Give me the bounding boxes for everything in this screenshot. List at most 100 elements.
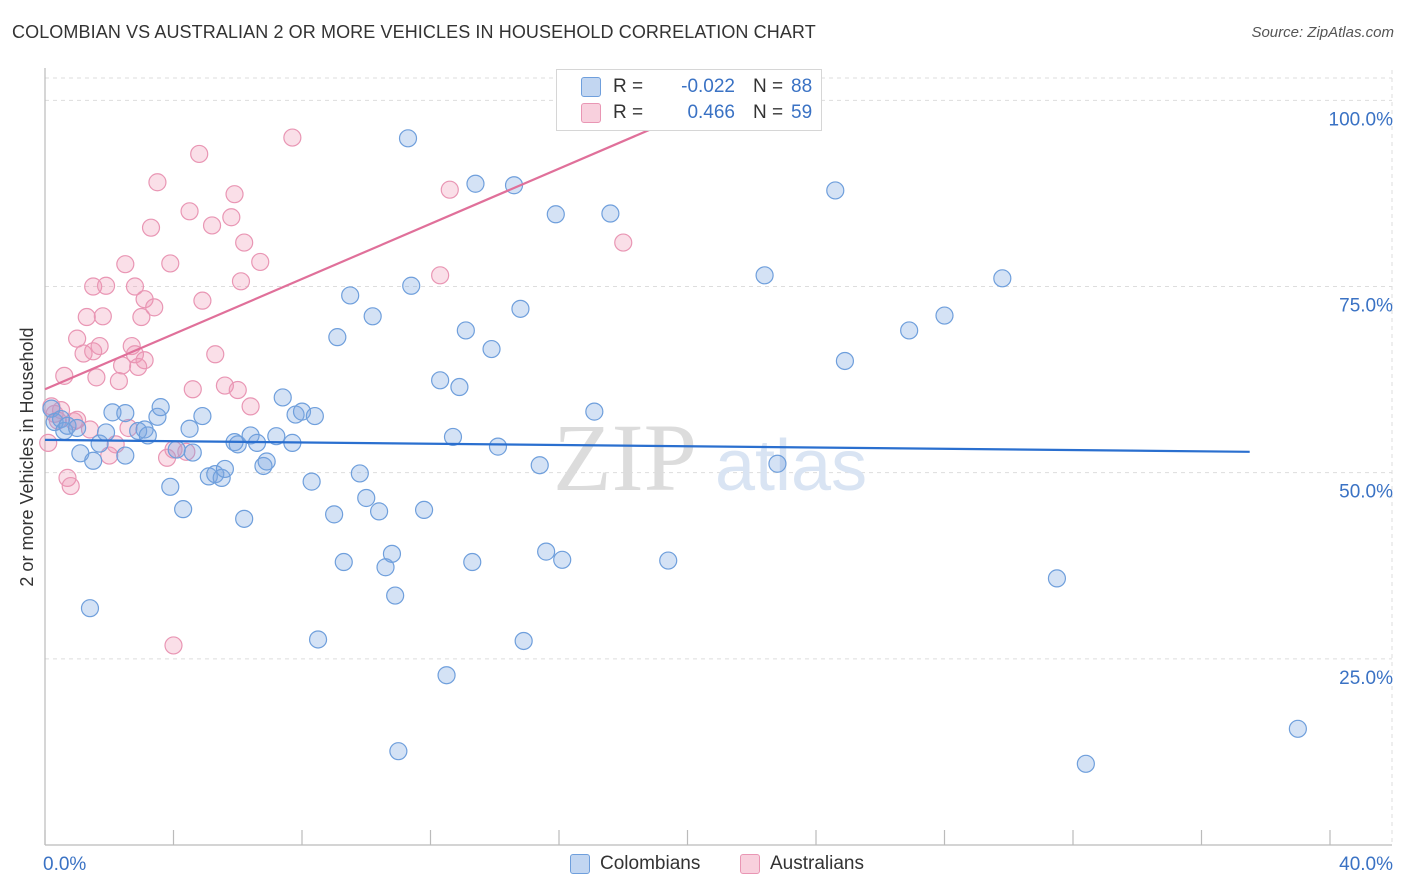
source-label: Source: ZipAtlas.com <box>1251 24 1394 41</box>
colombian-point <box>443 427 463 447</box>
australian-point <box>431 266 450 285</box>
australian-point <box>183 380 202 399</box>
australian-point <box>39 433 58 452</box>
legend-r-value-blue: -0.022 <box>681 76 735 97</box>
y-tick-label: 75.0% <box>1339 296 1393 317</box>
colombian-point <box>835 351 855 371</box>
australian-point <box>109 371 128 391</box>
australian-point <box>231 272 251 291</box>
colombian-point <box>116 403 135 423</box>
colombian-point <box>228 435 247 454</box>
bottom-legend-label-australians: Australians <box>770 853 864 874</box>
australian-point <box>87 368 106 387</box>
colombian-point <box>241 426 260 445</box>
australian-point <box>132 307 151 327</box>
australian-point <box>202 216 222 235</box>
colombian-point <box>257 452 276 471</box>
label-layer: 2 or more Vehicles in Household 0.0% 40.… <box>17 109 1393 875</box>
colombian-point <box>103 403 122 422</box>
australian-point <box>164 636 183 655</box>
australian-point <box>100 446 119 465</box>
colombian-point <box>553 550 572 569</box>
colombian-point <box>511 299 530 318</box>
bottom-legend-swatch-pink <box>740 854 760 874</box>
colombian-point <box>755 266 774 285</box>
y-tick-label: 50.0% <box>1339 482 1393 503</box>
colombian-point <box>1076 754 1095 773</box>
colombian-point <box>398 129 418 148</box>
bottom-legend-label-colombians: Colombians <box>600 853 701 874</box>
legend-row-australians: R = 0.466 N = 59 <box>581 101 812 125</box>
colombian-point <box>993 269 1012 288</box>
colombian-point <box>151 398 170 417</box>
watermark-atlas: atlas <box>715 426 867 506</box>
colombian-point <box>601 204 620 223</box>
colombian-point <box>450 377 469 397</box>
watermark-zip: ZIP <box>553 404 697 511</box>
australian-point <box>145 298 164 317</box>
points-layer <box>39 128 1307 773</box>
colombian-point <box>96 423 116 442</box>
australian-point <box>116 255 135 274</box>
colombian-point <box>129 421 148 441</box>
colombian-point <box>350 464 369 483</box>
colombian-point <box>235 509 254 528</box>
colombian-point <box>437 666 456 685</box>
australian-point <box>440 180 459 199</box>
colombian-point <box>900 321 919 340</box>
colombian-point <box>138 426 157 445</box>
colombian-point <box>402 276 421 295</box>
legend-swatch-pink <box>581 103 601 123</box>
australian-point <box>206 345 225 364</box>
colombian-point <box>363 307 382 326</box>
colombian-point <box>116 446 135 465</box>
colombian-point <box>935 306 954 325</box>
colombian-point <box>215 459 234 479</box>
legend-r-label: R = <box>613 76 644 97</box>
legend-r-label: R = <box>613 102 644 123</box>
colombian-point <box>382 544 402 563</box>
colombian-point <box>161 477 180 496</box>
colombian-point <box>68 418 87 438</box>
colombian-point <box>267 427 286 446</box>
colombian-point <box>585 402 604 421</box>
colombian-point <box>334 552 353 572</box>
colombian-point <box>546 205 565 224</box>
legend-n-label: N = <box>753 76 784 97</box>
colombian-point <box>84 451 103 470</box>
australian-point <box>125 277 145 296</box>
australian-point <box>241 397 260 416</box>
colombian-point <box>193 406 212 426</box>
colombian-point <box>174 500 193 519</box>
australian-point <box>225 185 244 204</box>
colombian-point <box>488 437 508 456</box>
colombian-point <box>826 181 845 200</box>
watermark: ZIP atlas <box>553 404 867 511</box>
x-tick-label-max: 40.0% <box>1339 854 1393 875</box>
bottom-legend-colombians: Colombians <box>570 852 700 876</box>
australian-point <box>141 218 161 237</box>
colombian-point <box>167 440 186 459</box>
colombian-point <box>431 371 450 390</box>
colombian-point <box>341 286 360 305</box>
colombian-point <box>530 456 549 475</box>
colombian-point <box>466 174 485 193</box>
australian-point <box>251 252 270 272</box>
australian-point <box>135 351 154 370</box>
y-tick-label: 100.0% <box>1329 109 1394 130</box>
australian-point <box>161 254 180 273</box>
australian-trend-line <box>44 109 695 391</box>
colombian-point <box>302 472 321 491</box>
colombian-point <box>325 505 344 524</box>
legend-n-value-blue: 88 <box>791 76 813 97</box>
legend-n-label: N = <box>753 102 784 123</box>
colombian-point <box>514 631 533 651</box>
australian-point <box>228 380 247 400</box>
colombian-point <box>51 409 71 429</box>
australian-point <box>222 208 241 227</box>
colombian-point <box>183 443 202 462</box>
bottom-legend-australians: Australians <box>740 852 864 876</box>
australian-point <box>614 233 633 252</box>
australian-point <box>129 357 148 377</box>
